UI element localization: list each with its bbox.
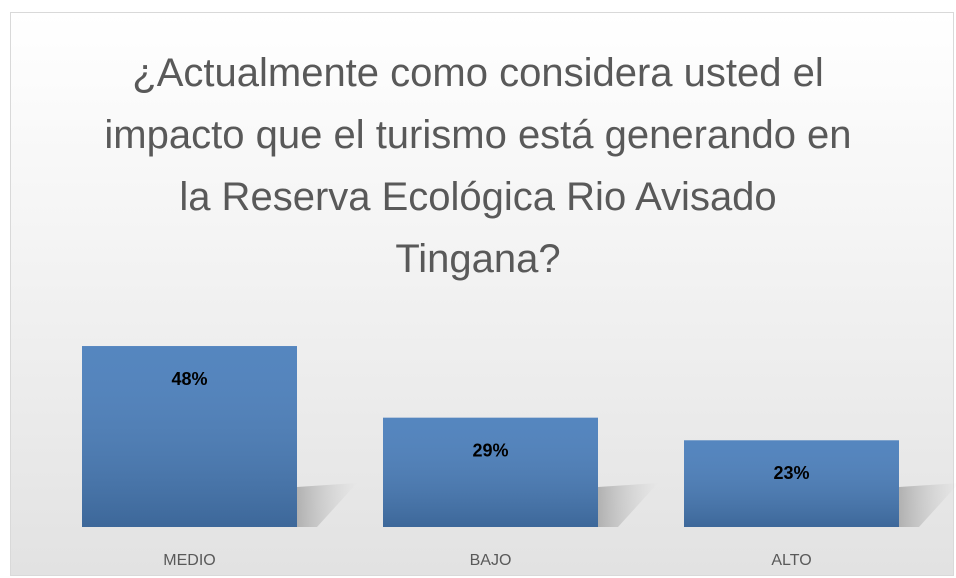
x-tick-label: ALTO xyxy=(771,552,811,569)
x-tick-label: BAJO xyxy=(470,552,512,569)
bar-shadow xyxy=(297,483,357,527)
bar-shading xyxy=(684,440,899,527)
data-label: 29% xyxy=(472,440,508,460)
bar-shadow xyxy=(598,483,658,527)
bar-shading xyxy=(82,346,297,527)
x-tick-label: MEDIO xyxy=(163,552,215,569)
data-label: 48% xyxy=(171,369,207,389)
chart-title: ¿Actualmente como considera usted el imp… xyxy=(104,51,852,281)
bar-shadow xyxy=(899,483,956,527)
data-label: 23% xyxy=(773,463,809,483)
bar-shading xyxy=(383,417,598,527)
